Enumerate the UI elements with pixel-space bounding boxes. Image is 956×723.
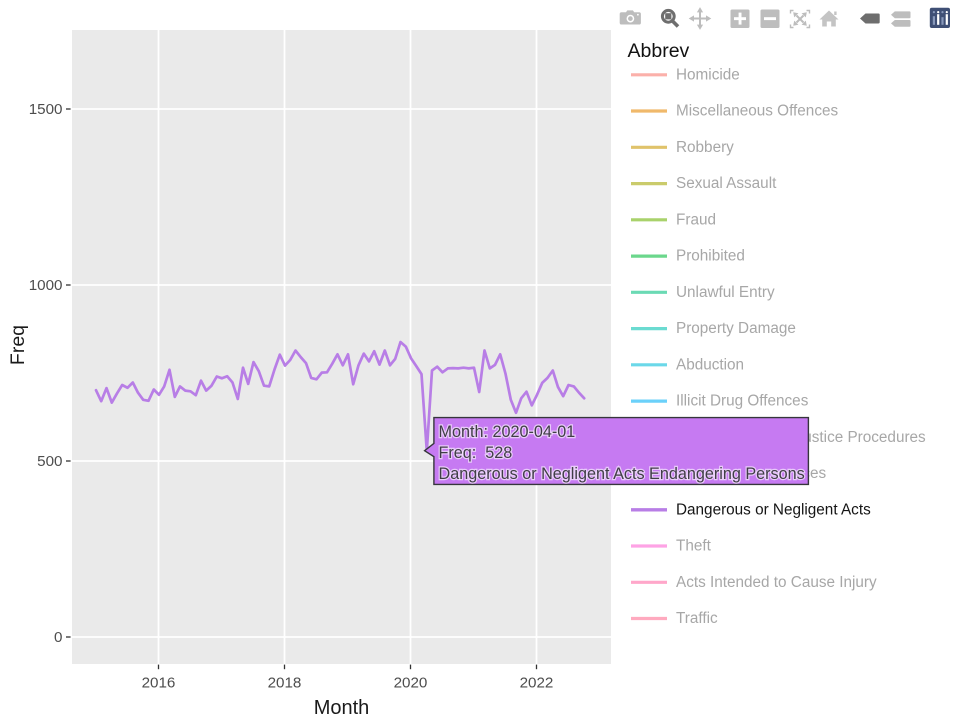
svg-text:Property Damage: Property Damage [676, 320, 796, 337]
svg-text:Fraud: Fraud [676, 211, 716, 228]
svg-text:Miscellaneous Offences: Miscellaneous Offences [676, 103, 838, 120]
svg-text:1000: 1000 [29, 277, 63, 294]
svg-text:Dangerous or Negligent Acts: Dangerous or Negligent Acts [676, 501, 871, 518]
svg-text:Sexual Assault: Sexual Assault [676, 175, 777, 192]
svg-text:Freq: 528: Freq: 528 [439, 444, 513, 462]
svg-text:Unlawful Entry: Unlawful Entry [676, 284, 775, 301]
svg-text:Theft: Theft [676, 538, 712, 555]
svg-text:500: 500 [37, 453, 62, 470]
svg-text:0: 0 [54, 629, 62, 646]
svg-text:Traffic: Traffic [676, 610, 718, 627]
svg-text:1500: 1500 [29, 101, 63, 118]
svg-text:Acts Intended to Cause Injury: Acts Intended to Cause Injury [676, 574, 877, 591]
svg-text:Month: Month [314, 697, 370, 718]
svg-text:2016: 2016 [142, 675, 176, 692]
svg-text:Abduction: Abduction [676, 356, 744, 373]
svg-text:Prohibited: Prohibited [676, 248, 745, 265]
svg-text:Robbery: Robbery [676, 139, 734, 156]
svg-text:2022: 2022 [520, 675, 554, 692]
svg-text:2018: 2018 [268, 675, 302, 692]
svg-text:2020: 2020 [394, 675, 428, 692]
svg-text:Abbrev: Abbrev [628, 40, 690, 62]
svg-text:Illicit Drug Offences: Illicit Drug Offences [676, 393, 809, 410]
svg-text:Month: 2020-04-01: Month: 2020-04-01 [439, 423, 576, 441]
svg-text:Dangerous or Negligent Acts En: Dangerous or Negligent Acts Endangering … [439, 465, 805, 483]
svg-text:Homicide: Homicide [676, 66, 740, 83]
svg-text:Freq: Freq [7, 325, 29, 365]
